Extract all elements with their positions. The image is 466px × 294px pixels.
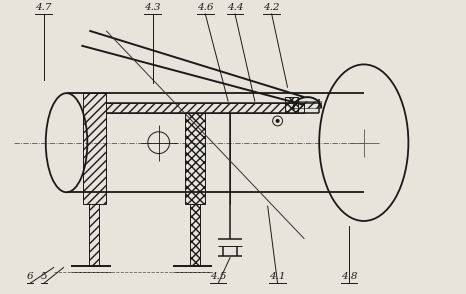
Text: 4.2: 4.2 <box>263 3 280 12</box>
Bar <box>106 103 304 113</box>
Text: 4.5: 4.5 <box>210 273 226 281</box>
Bar <box>89 204 99 265</box>
Bar <box>191 204 200 265</box>
Circle shape <box>276 120 279 122</box>
Text: 5: 5 <box>41 273 47 281</box>
Text: 4.1: 4.1 <box>269 273 286 281</box>
Bar <box>285 97 298 113</box>
Text: 4.4: 4.4 <box>227 3 243 12</box>
Bar <box>294 101 321 108</box>
Bar <box>83 93 106 204</box>
Text: 4.3: 4.3 <box>144 3 161 12</box>
Text: 6: 6 <box>27 273 33 281</box>
Text: 4.6: 4.6 <box>197 3 213 12</box>
Text: 4.8: 4.8 <box>341 273 357 281</box>
Text: 4.7: 4.7 <box>35 3 52 12</box>
Bar <box>185 113 205 204</box>
